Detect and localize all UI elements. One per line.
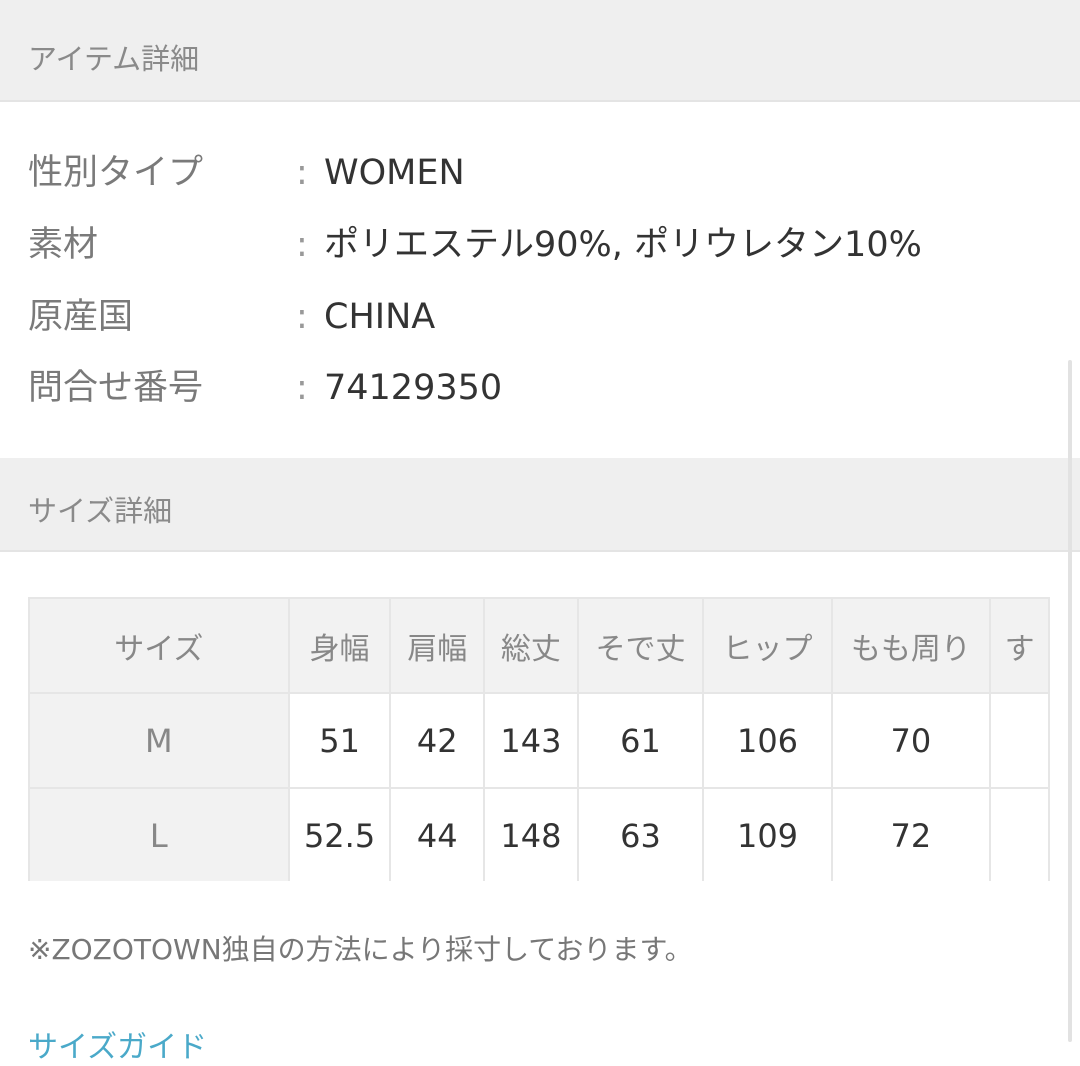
header-cell: 肩幅 [389, 597, 486, 694]
detail-row: 原産国: CHINA [0, 287, 1080, 347]
detail-separator: : [296, 368, 308, 408]
table-row: M 51 42 143 61 106 70 [28, 692, 1050, 789]
detail-label: 原産国 [28, 297, 134, 337]
header-cell: 身幅 [287, 597, 392, 694]
detail-value: CHINA [324, 297, 436, 337]
section-title: サイズ詳細 [28, 494, 173, 528]
header-cell: 総丈 [483, 597, 579, 694]
detail-value: 74129350 [324, 368, 503, 408]
detail-separator: : [296, 225, 308, 265]
table-header-row: サイズ 身幅 肩幅 総丈 そで丈 ヒップ もも周りす [28, 597, 1050, 694]
size-header: サイズ詳細 [0, 458, 1080, 552]
measure-cell [989, 787, 1050, 881]
measure-cell: 51 [287, 692, 392, 789]
detail-value: ポリエステル90%, ポリウレタン10% [324, 225, 922, 265]
measure-cell: 70 [830, 692, 992, 789]
size-cell: M [28, 692, 290, 789]
measure-cell: 148 [483, 787, 579, 881]
section-title: アイテム詳細 [28, 42, 200, 76]
measure-cell [989, 692, 1050, 789]
measure-cell: 44 [389, 787, 486, 881]
detail-label: 素材 [28, 225, 99, 265]
detail-separator: : [296, 297, 308, 337]
item-header: アイテム詳細 [0, 0, 1080, 102]
header-cell: サイズ [28, 597, 290, 694]
measure-cell: 143 [483, 692, 579, 789]
measure-cell: 63 [576, 787, 705, 881]
measure-cell: 42 [389, 692, 486, 789]
table-row: L 52.5 44 148 63 109 72 [28, 787, 1050, 881]
header-cell: ヒップ [702, 597, 833, 694]
measure-cell: 61 [576, 692, 705, 789]
detail-separator: : [296, 153, 308, 193]
detail-label: 問合せ番号 [28, 368, 204, 408]
detail-value: WOMEN [324, 153, 465, 193]
size-cell: L [28, 787, 290, 881]
note: ※ZOZOTOWN独自の方法により採寸しております。 [28, 933, 693, 966]
detail-row: 問合せ番号:74129350 [0, 358, 1080, 418]
header-cell: そで丈 [576, 597, 705, 694]
size-table-wrap: サイズ 身幅 肩幅 総丈 そで丈 ヒップ もも周りす M 51 42 143 61 106 70 L 52.5… [28, 597, 1050, 881]
size-table: サイズ 身幅 肩幅 総丈 そで丈 ヒップ もも周りす M 51 42 143 61 106 70 L 52.5… [28, 597, 1050, 881]
header-cell: す [989, 597, 1050, 694]
detail-label: 性別タイプ [28, 153, 204, 193]
measure-cell: 109 [702, 787, 833, 881]
detail-row: 性別タイプ: WOMEN [0, 143, 1080, 203]
measure-cell: 52.5 [287, 787, 392, 881]
scrollbar [1068, 360, 1072, 1042]
detail-row: 素材: ポリエステル90%, ポリウレタン10% [0, 215, 1080, 275]
size-guide-link[interactable]: サイズガイド [28, 1030, 208, 1065]
measure-cell: 106 [702, 692, 833, 789]
measure-cell: 72 [830, 787, 992, 881]
header-cell: もも周り [830, 597, 992, 694]
